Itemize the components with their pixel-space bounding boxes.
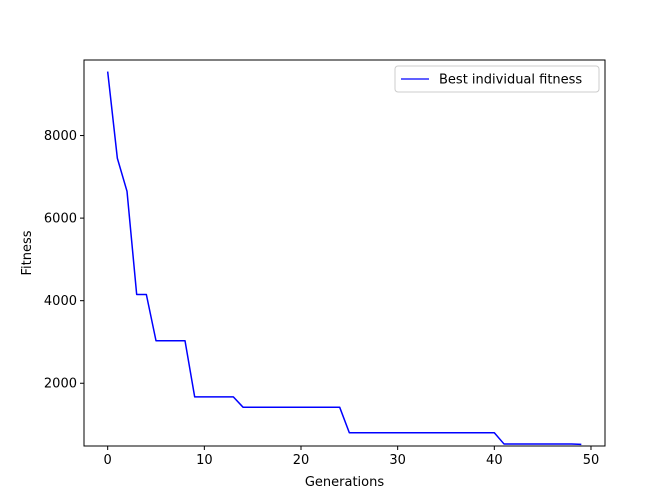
- axes-frame: [83, 59, 606, 447]
- legend-entry-label: Best individual fitness: [439, 73, 582, 88]
- series-line: [106, 71, 582, 446]
- y-tick-label: 2000: [44, 377, 77, 392]
- y-tick-label: 4000: [44, 294, 77, 309]
- x-tick-label: 10: [196, 453, 213, 468]
- x-tick-label: 30: [389, 453, 406, 468]
- legend: Best individual fitness: [394, 65, 600, 93]
- x-axis-label: Generations: [305, 475, 385, 490]
- x-tick-label: 40: [486, 453, 503, 468]
- legend-frame: [394, 65, 600, 93]
- y-axis-label: Fitness: [20, 230, 35, 275]
- x-tick-label: 50: [583, 453, 600, 468]
- y-tick-label: 6000: [44, 212, 77, 227]
- x-tick-label: 20: [293, 453, 310, 468]
- x-tick-label: 0: [104, 453, 112, 468]
- plot-area: 0 10 20 30 40 50 2000 4000 6000 8000: [44, 59, 606, 468]
- y-tick-label: 8000: [44, 129, 77, 144]
